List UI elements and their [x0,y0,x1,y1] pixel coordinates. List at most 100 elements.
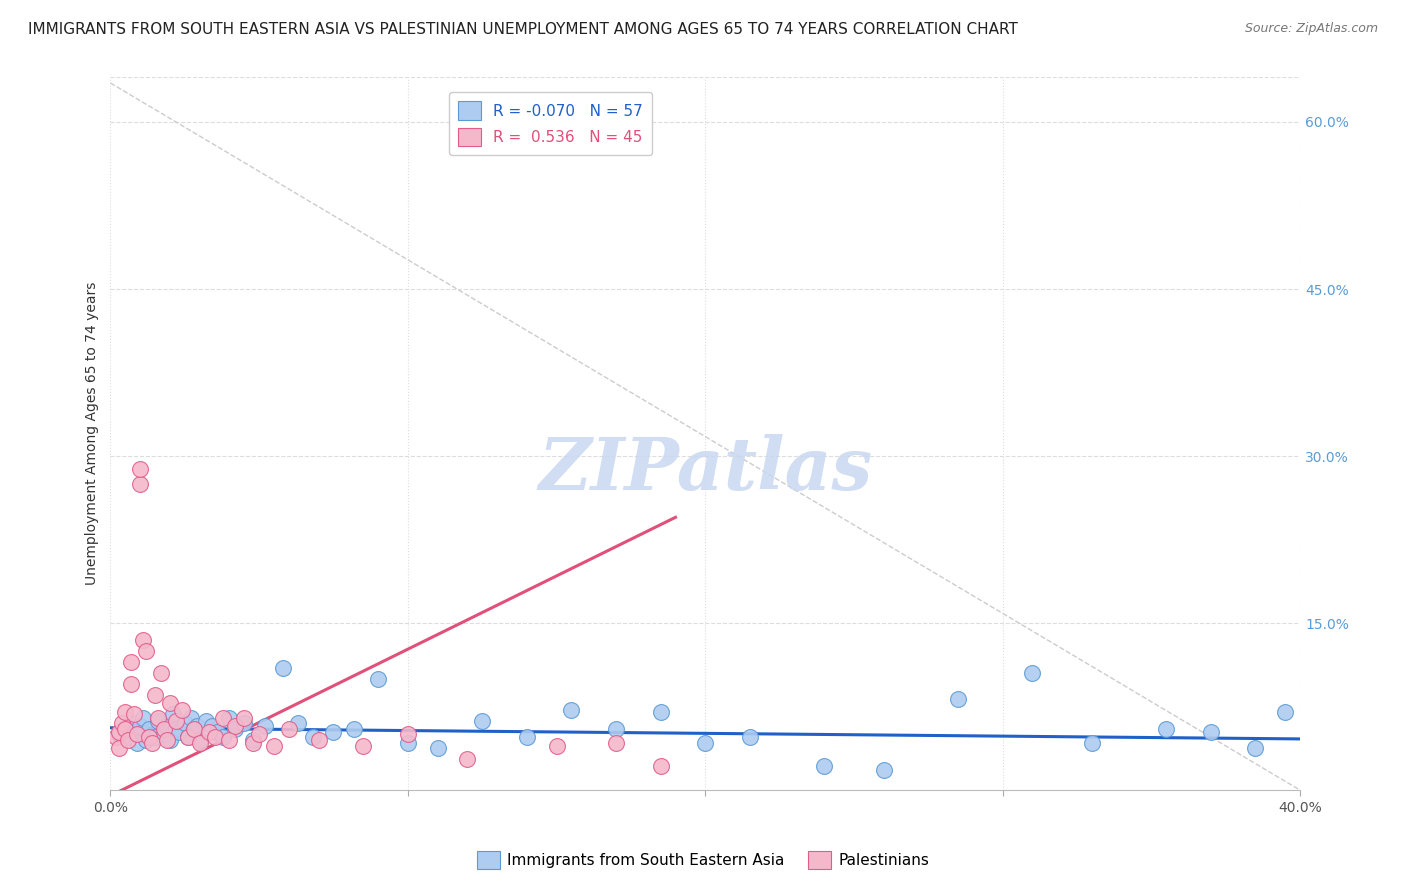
Point [200,718,222,732]
Point [560,703,582,717]
Point [1021,666,1043,681]
Point [218,711,240,725]
Point [153,727,176,741]
Point [242,736,264,750]
Point [120,677,142,691]
Point [108,725,131,739]
Point [108,727,131,741]
Point [247,727,270,741]
Point [197,725,219,739]
Point [153,722,176,736]
Point [132,632,155,647]
Point [308,733,330,747]
Point [396,727,419,741]
Point [117,733,139,747]
Point [146,711,169,725]
Point [120,655,142,669]
Point [135,733,157,747]
Point [188,736,211,750]
Point [695,736,717,750]
Point [170,703,193,717]
Text: ZIPatlas: ZIPatlas [538,434,872,505]
Point [207,725,229,739]
Point [605,736,627,750]
Point [546,739,568,753]
Point [224,718,246,732]
Point [1244,740,1267,755]
Point [287,716,309,731]
Point [367,672,389,686]
Point [212,711,235,725]
Point [159,696,181,710]
Point [1274,705,1296,719]
Point [135,644,157,658]
Point [1199,725,1222,739]
Y-axis label: Unemployment Among Ages 65 to 74 years: Unemployment Among Ages 65 to 74 years [86,282,100,585]
Point [343,722,366,736]
Point [212,730,235,744]
Point [271,660,294,674]
Point [165,714,187,728]
Point [352,739,374,753]
Point [114,722,136,736]
Point [177,730,200,744]
Point [183,722,205,736]
Point [114,705,136,719]
Point [1081,736,1104,750]
Point [143,689,166,703]
Legend: Immigrants from South Eastern Asia, Palestinians: Immigrants from South Eastern Asia, Pale… [471,845,935,875]
Point [605,722,627,736]
Point [277,722,299,736]
Point [242,733,264,747]
Point [946,691,969,706]
Point [322,725,344,739]
Point [396,736,419,750]
Point [471,714,494,728]
Point [254,718,277,732]
Point [650,758,672,772]
Point [233,711,256,725]
Point [188,733,211,747]
Point [650,705,672,719]
Point [122,725,145,739]
Point [180,711,202,725]
Point [301,730,323,744]
Point [167,725,190,739]
Point [224,722,246,736]
Point [122,707,145,722]
Point [159,733,181,747]
Point [204,730,226,744]
Point [105,730,128,744]
Point [813,758,835,772]
Point [111,716,134,731]
Point [456,752,478,766]
Point [177,730,200,744]
Point [143,730,166,744]
Point [183,722,205,736]
Point [162,707,184,722]
Point [127,727,149,741]
Point [129,462,152,476]
Point [129,476,152,491]
Point [173,716,195,731]
Text: Source: ZipAtlas.com: Source: ZipAtlas.com [1244,22,1378,36]
Point [114,722,136,736]
Point [426,740,449,755]
Point [120,716,142,731]
Point [233,716,256,731]
Point [516,730,538,744]
Point [141,736,163,750]
Point [146,714,169,728]
Point [138,730,160,744]
Point [108,740,131,755]
Point [263,739,285,753]
Point [132,711,155,725]
Point [149,666,172,681]
Point [186,718,208,732]
Point [117,730,139,744]
Point [129,718,152,732]
Point [156,718,179,732]
Point [873,763,896,777]
Point [194,714,217,728]
Point [738,730,761,744]
